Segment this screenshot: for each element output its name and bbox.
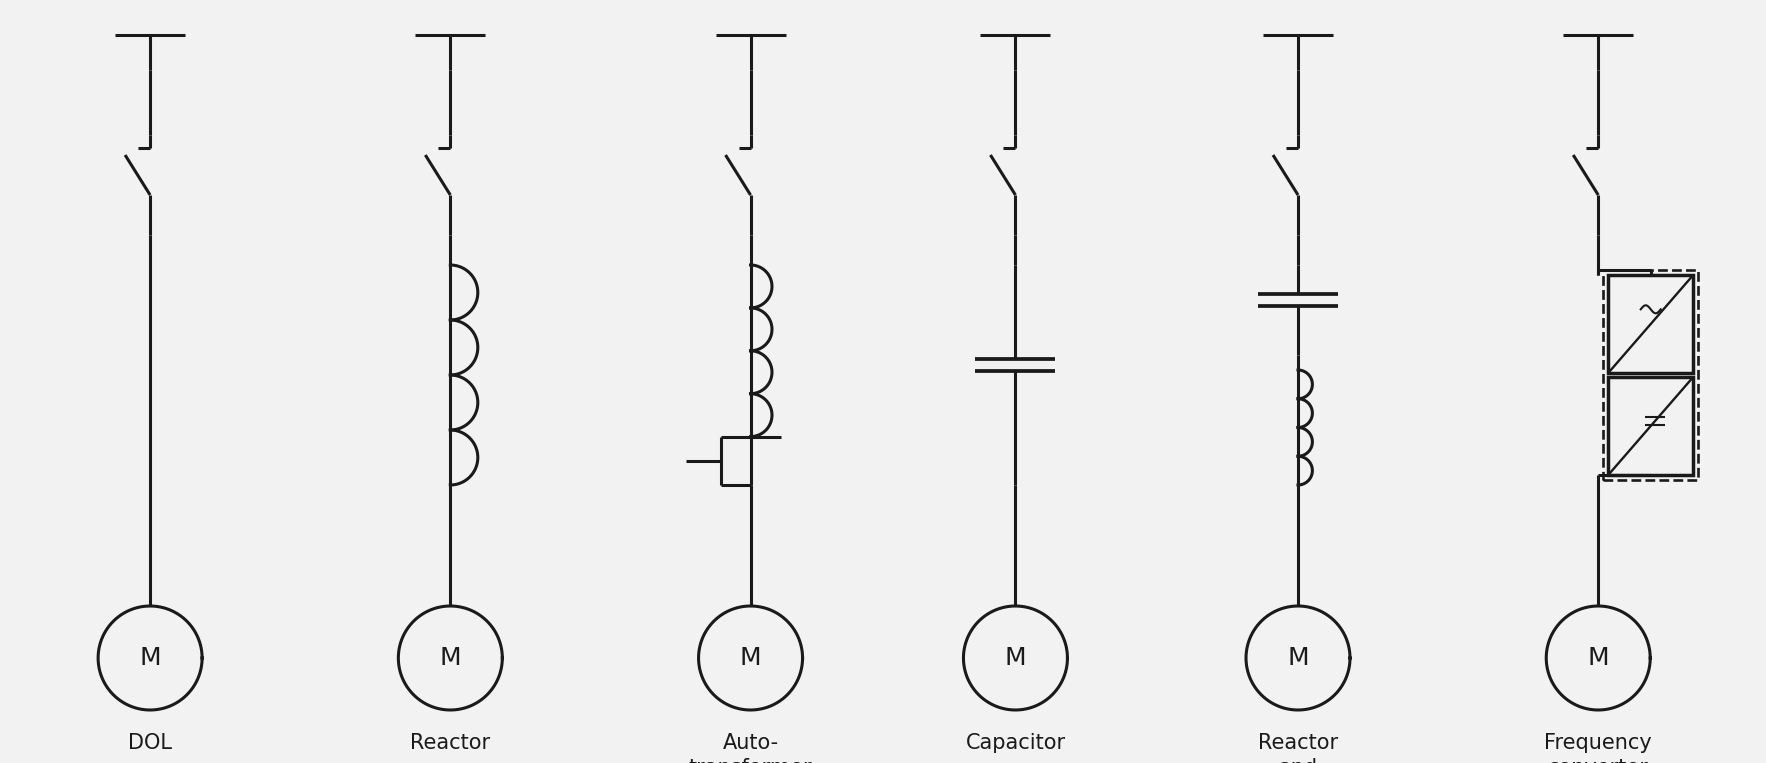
Text: M: M <box>1005 646 1026 670</box>
Text: Reactor: Reactor <box>410 733 491 753</box>
Text: M: M <box>740 646 761 670</box>
Bar <box>1609 377 1694 475</box>
Text: Capacitor: Capacitor <box>966 733 1065 753</box>
Text: Reactor
and
capacitor: Reactor and capacitor <box>1250 733 1346 763</box>
Text: DOL: DOL <box>129 733 171 753</box>
Text: M: M <box>140 646 161 670</box>
Bar <box>1609 275 1694 373</box>
Text: M: M <box>1588 646 1609 670</box>
Text: M: M <box>1287 646 1309 670</box>
Bar <box>1604 270 1699 480</box>
Text: Auto-
transformer: Auto- transformer <box>689 733 812 763</box>
Text: M: M <box>440 646 461 670</box>
Text: Frequency
converter: Frequency converter <box>1543 733 1653 763</box>
